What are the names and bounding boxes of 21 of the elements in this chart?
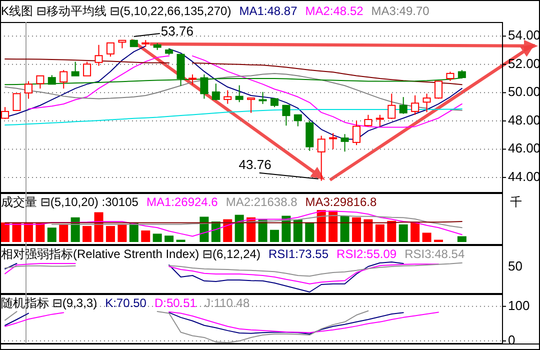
series-label: RSI1:73.55 — [268, 247, 329, 261]
chart-title: 随机指标 ⊟(9,3,3) — [1, 296, 98, 310]
y-tick-label: 100 — [508, 298, 530, 313]
annotation: 53.76 — [160, 24, 194, 39]
series-label: D:50.51 — [154, 296, 197, 310]
text: J:110.48 — [204, 296, 250, 310]
text: MA3:49.70 — [371, 4, 430, 18]
series-label: RSI2:55.09 — [336, 247, 397, 261]
series-label: RSI3:48.54 — [404, 247, 465, 261]
y-axis-title: 千 — [510, 195, 522, 209]
series-label: K:70.50 — [105, 296, 147, 310]
chart-title: 相对强弱指标(Relative Strenth Index) ⊟(6,12,24) — [1, 247, 260, 261]
chart-title: K线图 ⊟移动平均线 ⊟(5,10,22,66,135,270) — [1, 4, 232, 18]
chart-title: 成交量 ⊟(5,10,20) :30105 — [1, 195, 139, 209]
text: MA2:48.52 — [305, 4, 364, 18]
series-label: MA3:29816.8 — [305, 195, 377, 209]
text: MA1:48.87 — [239, 4, 298, 18]
annotation: 43.76 — [238, 156, 272, 172]
series-label: MA1:26924.6 — [146, 195, 218, 209]
text: 50 — [508, 258, 522, 274]
series-label: MA2:21638.8 — [226, 195, 298, 209]
